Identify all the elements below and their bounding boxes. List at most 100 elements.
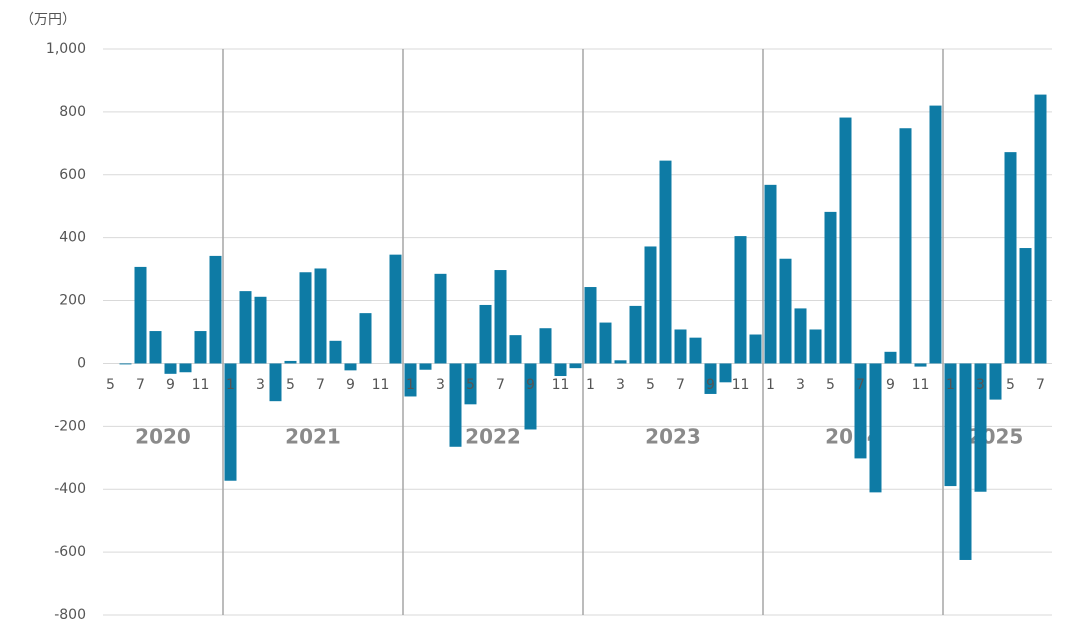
x-tick-label: 1 [226, 377, 235, 393]
bar [164, 363, 177, 374]
year-label: 2022 [465, 425, 521, 449]
x-tick-label: 5 [826, 377, 835, 393]
y-tick-label: -800 [54, 607, 86, 623]
bar [554, 363, 567, 377]
bar [794, 308, 807, 364]
x-tick-label: 3 [796, 377, 805, 393]
bar [134, 266, 147, 364]
bar [1019, 248, 1032, 364]
x-tick-label: 1 [406, 377, 415, 393]
bar [644, 246, 657, 364]
y-tick-label: 600 [59, 167, 86, 183]
x-tick-label: 7 [1036, 377, 1045, 393]
x-tick-label: 7 [856, 377, 865, 393]
x-tick-label: 9 [526, 377, 535, 393]
x-tick-label: 7 [496, 377, 505, 393]
y-tick-label: 400 [59, 230, 86, 246]
x-tick-label: 9 [706, 377, 715, 393]
x-tick-label: 5 [466, 377, 475, 393]
year-label: 2023 [645, 425, 701, 449]
bar [209, 255, 222, 364]
bar [929, 105, 942, 364]
y-tick-label: 800 [59, 104, 86, 120]
x-tick-label: 9 [886, 377, 895, 393]
bar [914, 363, 927, 367]
y-tick-label: 0 [77, 355, 86, 371]
x-tick-label: 3 [256, 377, 265, 393]
bar [899, 128, 912, 364]
bar [254, 296, 267, 364]
bar [779, 258, 792, 364]
bar [719, 363, 732, 383]
bar [119, 363, 132, 365]
bar [464, 363, 477, 405]
bar [479, 304, 492, 364]
bar [314, 268, 327, 364]
bar [434, 273, 447, 364]
bar [944, 363, 957, 487]
bar [749, 334, 762, 364]
bar [329, 340, 342, 364]
bar [884, 351, 897, 364]
x-tick-label: 11 [912, 377, 930, 393]
x-tick-label: 7 [676, 377, 685, 393]
y-tick-label: 1,000 [46, 41, 86, 57]
bar [839, 117, 852, 364]
bar [584, 287, 597, 364]
bar [614, 360, 627, 364]
bar [824, 211, 837, 364]
x-tick-label: 3 [976, 377, 985, 393]
y-tick-label: -400 [54, 481, 86, 497]
y-tick-label: -600 [54, 544, 86, 560]
bar [359, 313, 372, 364]
bar [179, 363, 192, 373]
x-tick-label: 9 [346, 377, 355, 393]
y-tick-label: 200 [59, 293, 86, 309]
bar [1034, 94, 1047, 364]
x-tick-label: 1 [766, 377, 775, 393]
bar [689, 337, 702, 364]
bar [764, 184, 777, 364]
x-tick-label: 3 [436, 377, 445, 393]
bar [449, 363, 462, 447]
bar [989, 363, 1002, 400]
bar [149, 331, 162, 364]
bar [854, 363, 867, 459]
bar [959, 363, 972, 560]
bar [509, 335, 522, 364]
bar [284, 360, 297, 364]
x-tick-label: 5 [1006, 377, 1015, 393]
bar [704, 363, 717, 394]
bar [494, 270, 507, 364]
x-tick-label: 7 [136, 377, 145, 393]
bar [974, 363, 987, 492]
bar [419, 363, 432, 370]
bar [1004, 152, 1017, 364]
bar [659, 160, 672, 364]
x-tick-label: 5 [106, 377, 115, 393]
x-tick-label: 1 [586, 377, 595, 393]
bar [404, 363, 417, 397]
bar [869, 363, 882, 493]
bar [599, 322, 612, 364]
x-tick-label: 9 [166, 377, 175, 393]
bar [194, 331, 207, 364]
bar [224, 363, 237, 481]
bar [524, 363, 537, 430]
year-label: 2021 [285, 425, 341, 449]
bar [539, 328, 552, 364]
bar [239, 291, 252, 364]
x-tick-label: 11 [732, 377, 750, 393]
unit-label: （万円） [20, 12, 76, 28]
bar [299, 272, 312, 364]
bar [269, 363, 282, 402]
x-tick-label: 11 [192, 377, 210, 393]
bar [674, 329, 687, 364]
bar [629, 305, 642, 364]
x-tick-label: 11 [552, 377, 570, 393]
bar [389, 254, 402, 364]
x-tick-label: 3 [616, 377, 625, 393]
x-tick-label: 11 [372, 377, 390, 393]
bar [734, 236, 747, 364]
